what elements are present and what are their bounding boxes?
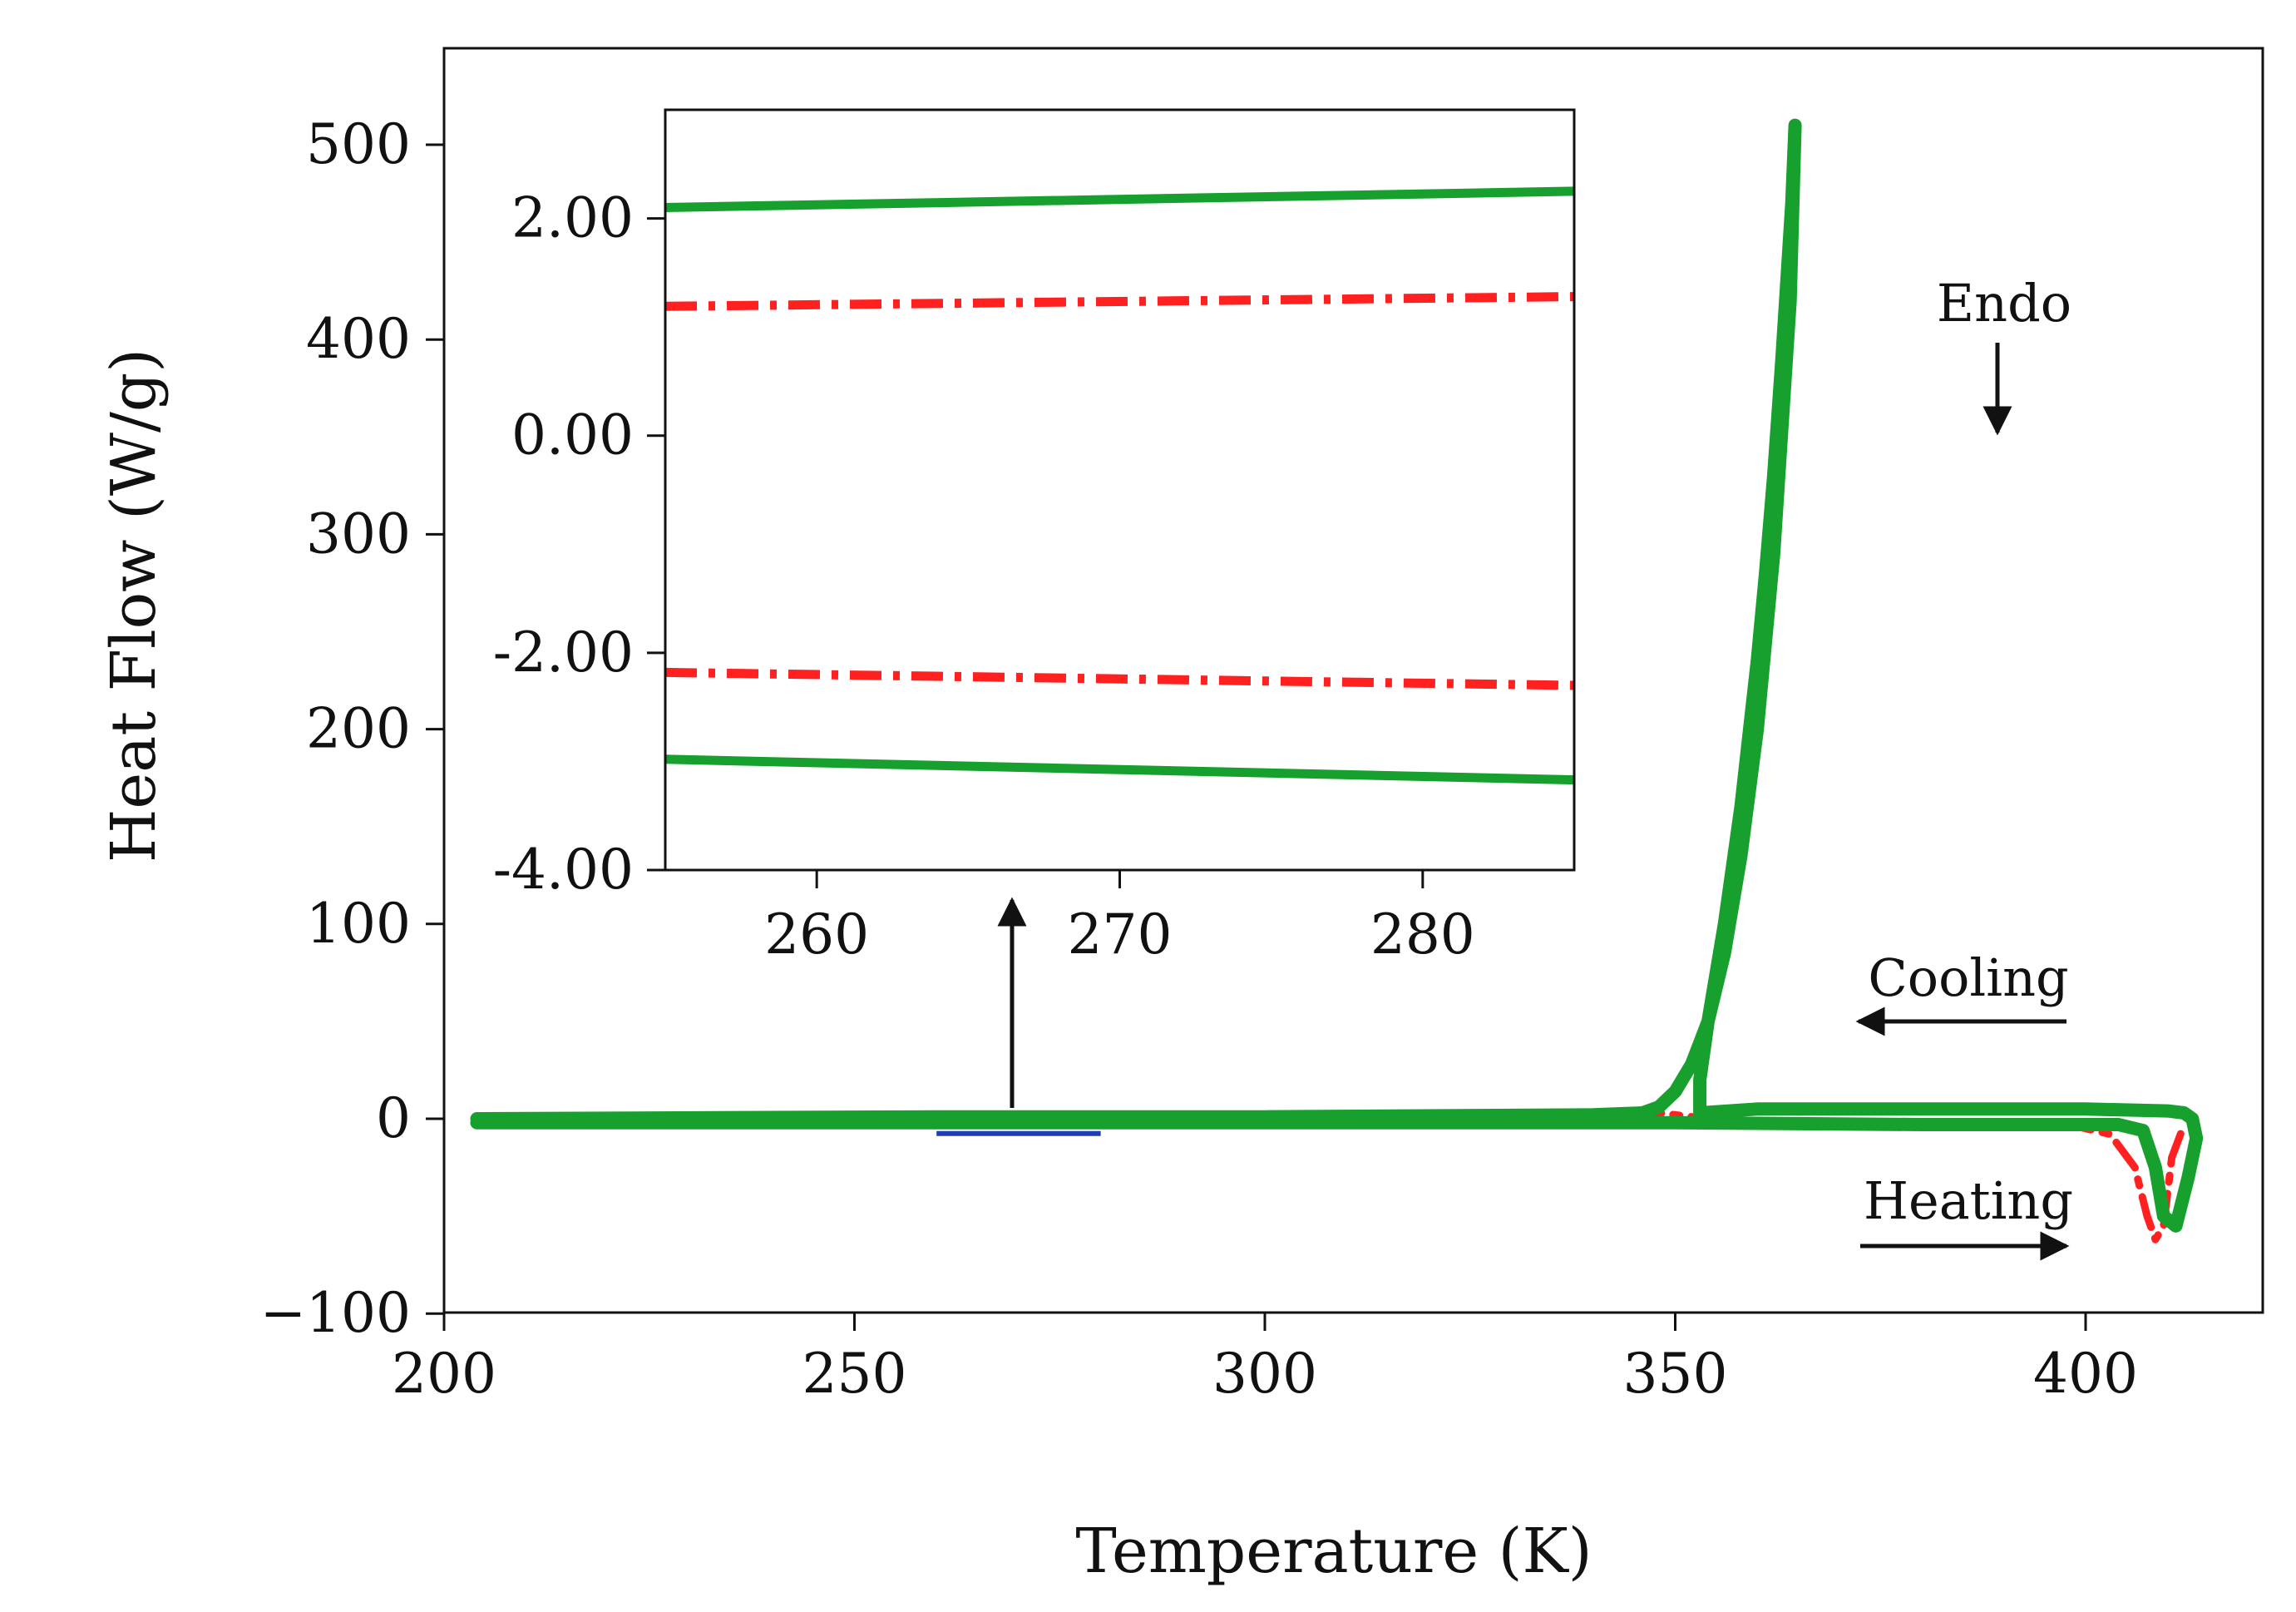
heating-label: Heating: [1864, 1170, 2073, 1231]
endo-label: Endo: [1937, 273, 2071, 334]
y-tick-label: 0: [376, 1086, 411, 1150]
x-tick-label: 250: [802, 1342, 907, 1406]
series-line-1: [470, 118, 2204, 1233]
y-tick-label: 200: [306, 697, 411, 761]
inset-series-line-3: [664, 754, 1575, 785]
inset-series-line-1: [664, 292, 1575, 311]
inset-series-layer: [664, 186, 1575, 785]
annotations: Endo Cooling Heating: [936, 273, 2073, 1261]
inset-series-line-2: [664, 667, 1575, 690]
x-tick-label: 400: [2033, 1342, 2138, 1406]
main-plot: 200 250 300 350 400 −100 0 100 200 300 400 500 Temp…: [98, 47, 2264, 1587]
y-tick-label: 500: [306, 112, 411, 176]
inset-plot: 260 270 280 2.00 0.00 -2.00 -4.00: [493, 108, 1576, 967]
series-line-0: [1441, 1109, 2188, 1244]
y-axis-title: Heat Flow (W/g): [98, 349, 170, 863]
x-tick-label: 200: [392, 1342, 496, 1406]
y-tick-label: 300: [306, 502, 411, 566]
inset-series-line-0: [664, 186, 1575, 212]
x-axis-title: Temperature (K): [1075, 1516, 1592, 1587]
inset-y-tick-label: 0.00: [511, 403, 634, 467]
main-plot-frame: [442, 47, 2264, 1314]
main-ticks: 200 250 300 350 400 −100 0 100 200 300 400 500: [260, 112, 2138, 1406]
inset-y-tick-label: -4.00: [493, 838, 634, 902]
inset-background: [665, 110, 1574, 870]
inset-x-tick-label: 270: [1068, 902, 1173, 967]
main-series-layer: [470, 118, 2204, 1244]
x-tick-label: 350: [1623, 1342, 1728, 1406]
inset-x-tick-label: 280: [1370, 902, 1475, 967]
y-tick-label: 100: [306, 892, 411, 956]
cooling-label: Cooling: [1868, 947, 2068, 1008]
inset-y-tick-label: -2.00: [493, 621, 634, 685]
inset-ticks: 260 270 280 2.00 0.00 -2.00 -4.00: [493, 186, 1475, 967]
inset-y-tick-label: 2.00: [511, 186, 634, 250]
x-tick-label: 300: [1212, 1342, 1317, 1406]
inset-x-tick-label: 260: [764, 902, 869, 967]
y-tick-label: −100: [260, 1281, 411, 1345]
y-tick-label: 400: [306, 307, 411, 371]
